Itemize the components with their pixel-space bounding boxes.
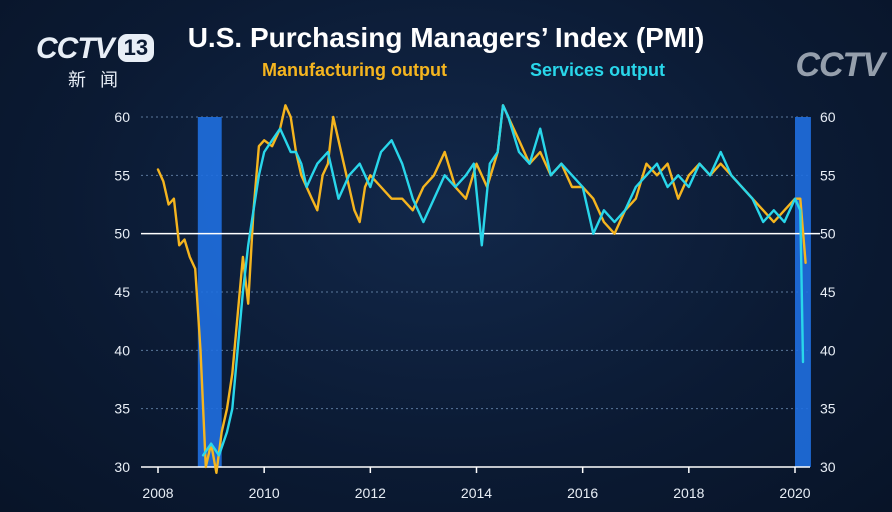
y-tick-right-40: 40 [820,342,836,358]
y-tick-left-45: 45 [114,284,130,300]
channel-badge: 13 [117,34,155,62]
shaded-period-0 [197,117,222,467]
x-tick-label-2018: 2018 [673,485,704,501]
x-tick-label-2014: 2014 [461,485,492,501]
y-tick-right-45: 45 [820,284,836,300]
chart-title: U.S. Purchasing Managers’ Index (PMI) [187,22,705,53]
legend-manufacturing: Manufacturing output [262,60,447,80]
y-tick-right-55: 55 [820,167,836,183]
cctv13-logo: CCTV 13 新闻 [36,32,155,92]
legend-services: Services output [530,60,666,80]
y-tick-right-60: 60 [820,109,836,125]
x-tick-label-2010: 2010 [249,485,280,501]
y-tick-right-30: 30 [820,459,836,475]
y-tick-right-35: 35 [820,401,836,417]
logo-brand-text: CCTV [36,32,115,65]
x-tick-label-2016: 2016 [567,485,598,501]
x-tick-label-2008: 2008 [142,485,173,501]
y-tick-left-60: 60 [114,109,130,125]
y-tick-left-40: 40 [114,342,130,358]
y-tick-left-50: 50 [114,226,130,242]
y-tick-left-35: 35 [114,401,130,417]
y-tick-left-55: 55 [114,167,130,183]
services-output-line [201,104,805,457]
x-tick-label-2020: 2020 [779,485,810,501]
manufacturing-output-line [156,104,807,474]
y-tick-left-30: 30 [114,459,130,475]
y-tick-right-50: 50 [820,226,836,242]
shaded-period-1 [795,117,811,467]
logo-subtitle: 新闻 [68,70,132,91]
cctv-watermark: CCTV [795,46,885,84]
x-tick-label-2012: 2012 [355,485,386,501]
